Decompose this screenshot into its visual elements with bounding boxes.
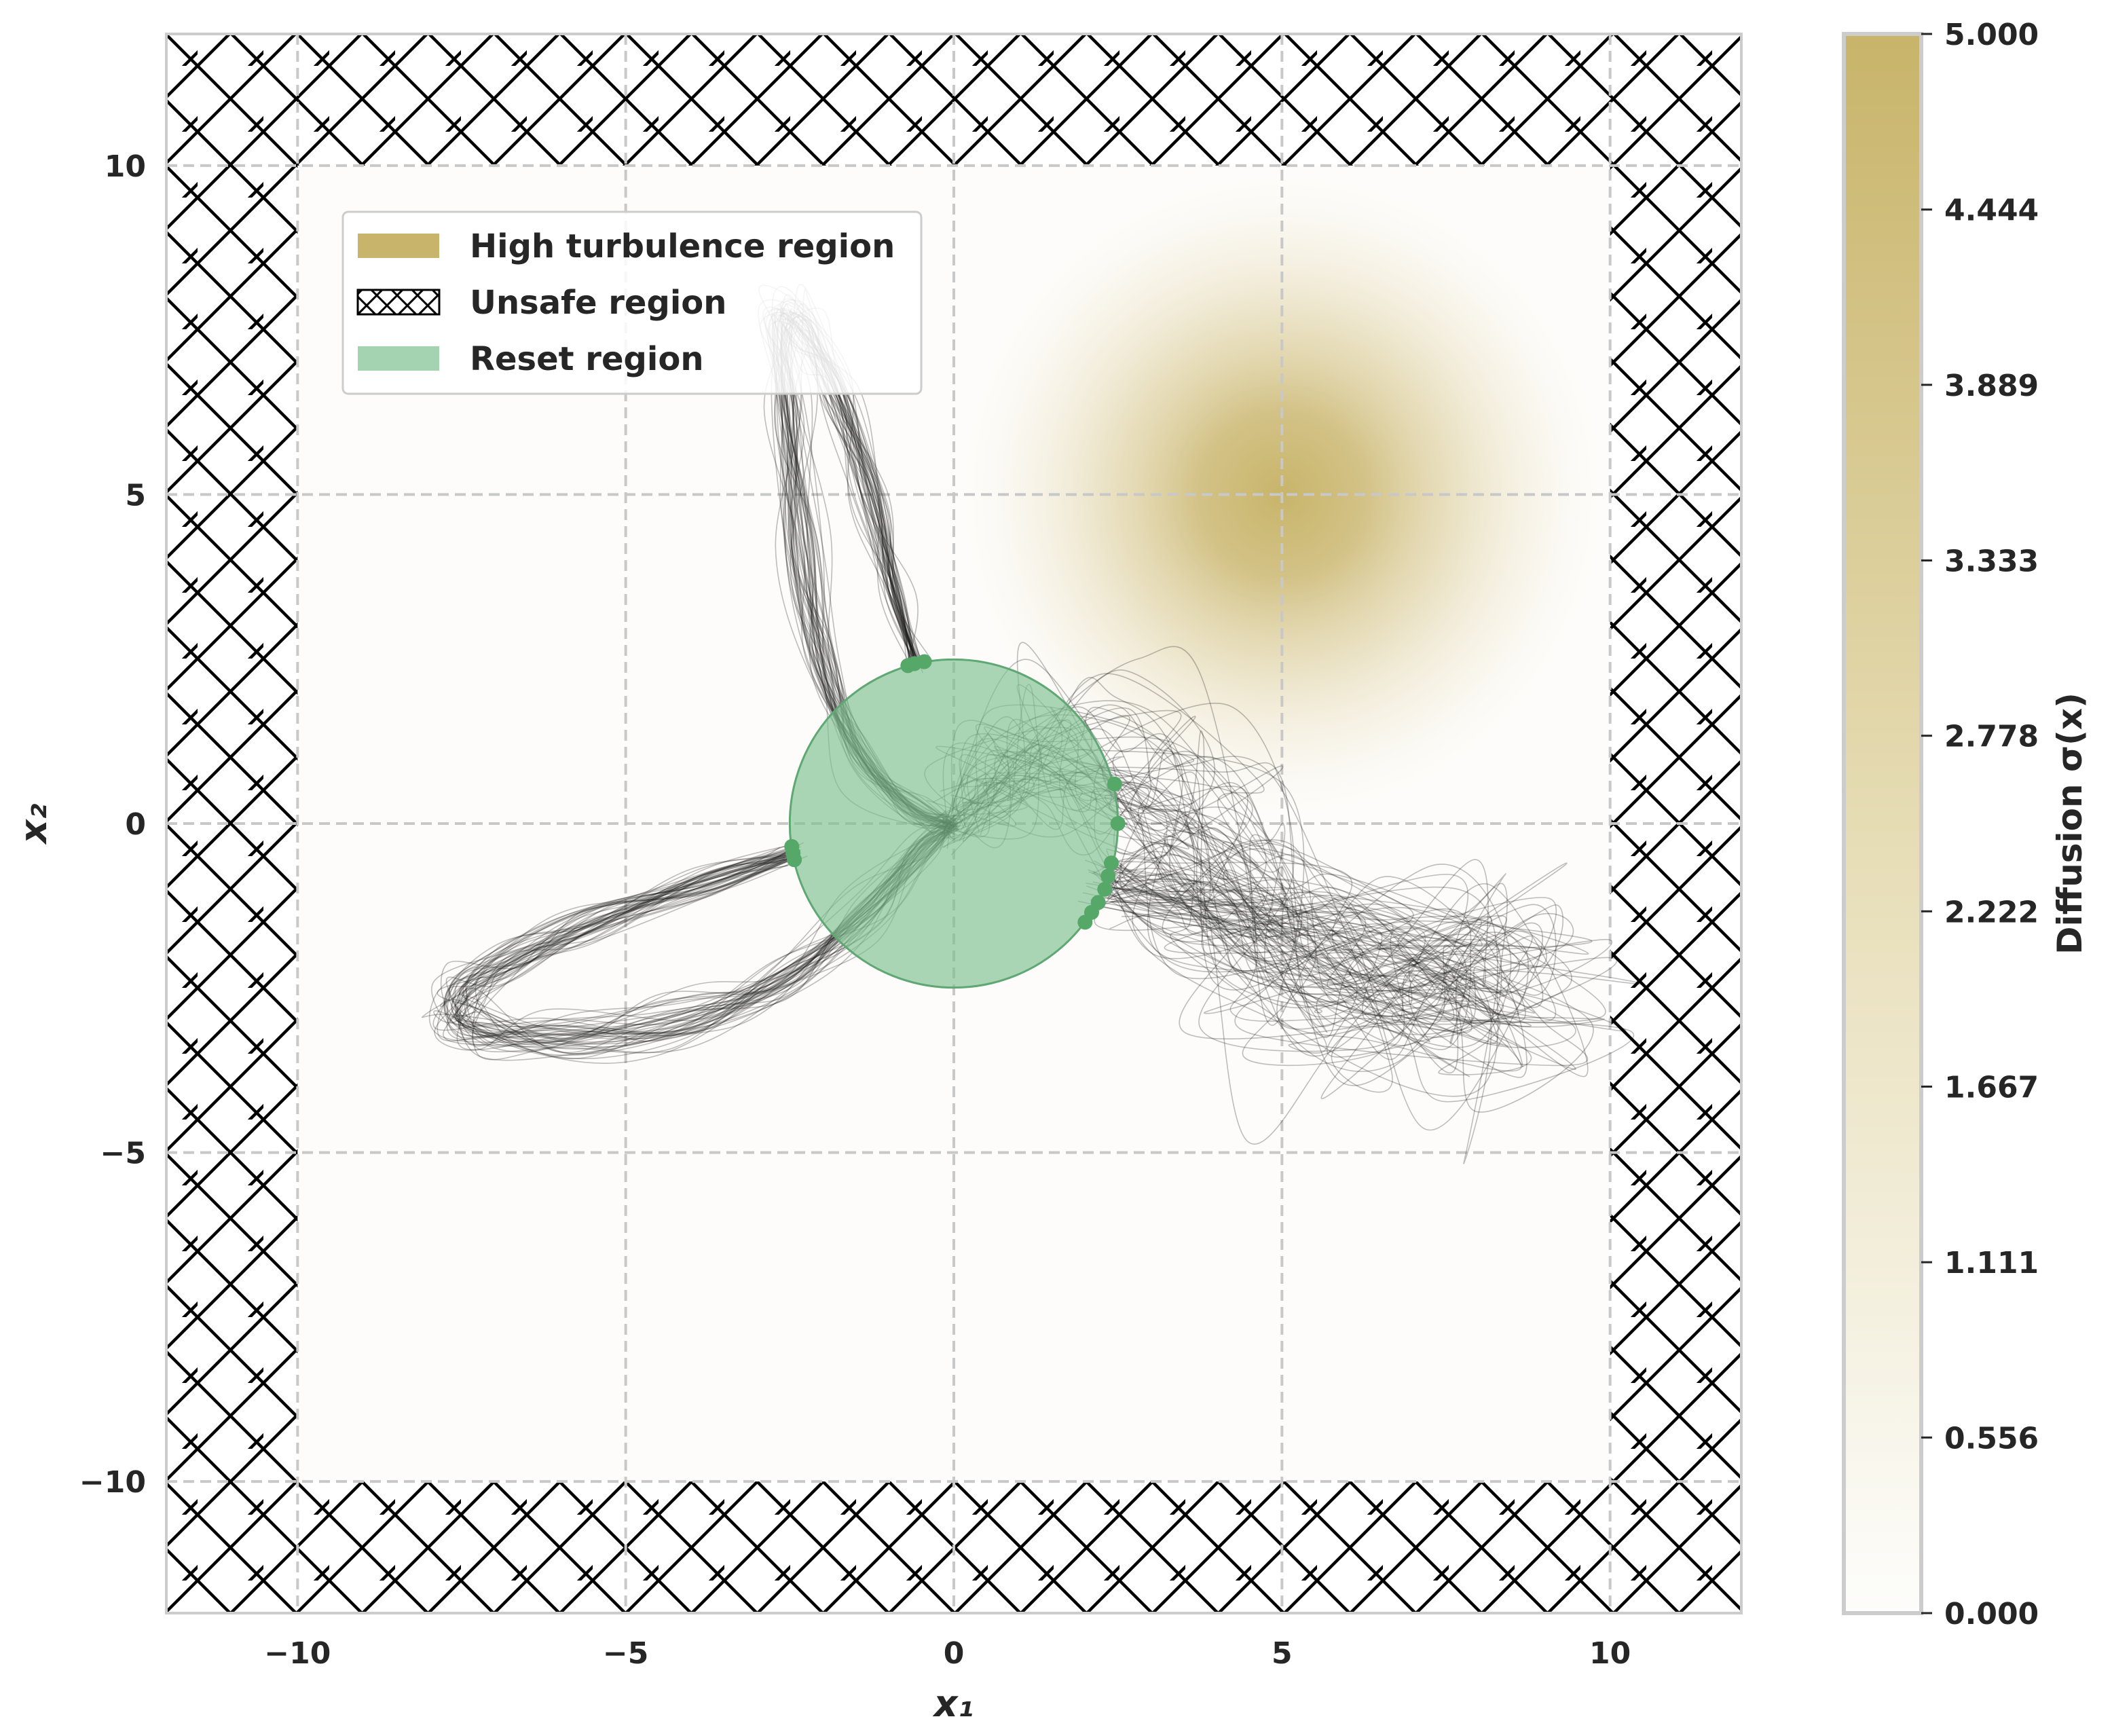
colorbar-tick-label: 2.222 [1944,895,2039,929]
legend-label-turbulence: High turbulence region [470,227,895,265]
colorbar-tick-label: 0.000 [1944,1597,2039,1631]
y-tick-label: 5 [125,478,146,513]
legend-swatch-unsafe [356,289,441,316]
exit-point [1104,855,1119,871]
exit-point [900,658,916,673]
trajectory-line [929,728,1532,1033]
y-axis-ticks: −10 −5 0 5 10 [79,149,146,1500]
trajectory-line [955,716,1593,959]
x-tick-label: −10 [264,1636,331,1671]
colorbar-tick-label: 1.111 [1944,1246,2039,1280]
reset-region [788,658,1119,989]
exit-point [1097,881,1113,897]
y-tick-label: −5 [100,1137,146,1171]
plot-frame [165,33,1743,1614]
y-axis-title: x₂ [12,803,55,845]
trajectory-line [940,747,1477,991]
trajectory-line [950,772,1557,1022]
trajectory-line [959,719,1543,1131]
legend-label-reset: Reset region [470,340,703,378]
exit-point [1100,868,1116,884]
x-tick-label: 5 [1272,1636,1293,1671]
x-axis-title: x₁ [932,1682,974,1725]
trajectory-line [942,704,1527,1093]
trajectory-line [950,642,1576,1048]
colorbar-tick-label: 1.667 [1944,1071,2039,1105]
trajectory-line [962,756,1594,1113]
colorbar-tick-label: 3.889 [1944,369,2039,403]
y-tick-label: −10 [79,1465,146,1500]
colorbar: 0.000 0.556 1.111 1.667 2.222 2.778 3.333 3.889… [1842,18,2090,1631]
colorbar-tick-label: 5.000 [1944,18,2039,52]
colorbar-tick-label: 4.444 [1944,193,2039,228]
x-tick-label: 0 [944,1636,965,1671]
trajectory-line [958,706,1492,1073]
y-tick-label: 10 [105,149,146,184]
colorbar-ticks: 0.000 0.556 1.111 1.667 2.222 2.778 3.333 3.889… [1921,18,2039,1631]
exit-point [787,852,802,868]
legend: High turbulence region Unsafe region Res… [341,210,923,395]
colorbar-title: Diffusion σ(x) [2050,692,2090,955]
exit-points [784,654,1126,930]
colorbar-tick-label: 2.778 [1944,720,2039,754]
trajectory-line [956,659,1508,1164]
x-tick-label: −5 [603,1636,648,1671]
legend-label-unsafe: Unsafe region [470,284,726,322]
colorbar-gradient [1842,32,1923,1615]
legend-box [341,210,923,395]
trajectory-line [967,669,1522,1072]
exit-point [1077,915,1093,930]
trajectory-line [974,677,1472,1033]
exit-point [1110,816,1126,831]
y-tick-label: 0 [125,807,146,842]
exit-point [916,654,932,669]
colorbar-tick-label: 0.556 [1944,1421,2039,1456]
legend-swatch-turbulence [358,234,439,258]
x-axis-ticks: −10 −5 0 5 10 [264,1636,1631,1671]
colorbar-tick-label: 3.333 [1944,544,2039,578]
exit-point [784,838,800,854]
legend-swatch-reset [358,346,439,371]
trajectory-line [963,646,1635,1103]
trajectory-line [963,709,1500,1027]
exit-point [1107,776,1122,792]
x-tick-label: 10 [1589,1636,1631,1671]
